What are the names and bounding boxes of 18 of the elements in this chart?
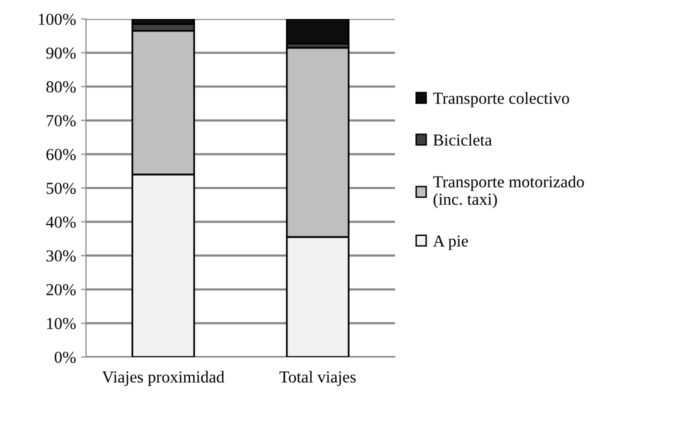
y-tick-label: 70%	[46, 115, 76, 126]
y-tick-label: 50%	[46, 182, 76, 194]
y-tick-label: 100%	[38, 14, 76, 25]
y-tick-label: 20%	[46, 284, 76, 296]
y-tick-label: 90%	[46, 48, 76, 59]
legend-label: Transporte motorizado (inc. taxi)	[433, 176, 584, 208]
y-tick-label: 10%	[47, 318, 76, 330]
y-tick-label: 60%	[46, 148, 76, 160]
x-tick-label: Viajes proximidad	[102, 370, 224, 386]
x-tick-label: Total viajes	[280, 370, 356, 386]
legend-label: A pie	[433, 235, 468, 250]
bar	[286, 19, 350, 45]
y-tick-label: 30%	[46, 250, 76, 262]
y-tick-label: 0%	[54, 352, 76, 363]
legend-label: Transporte colectivo	[433, 92, 570, 108]
legend-label: Bicicleta	[433, 134, 492, 146]
y-tick-label: 40%	[46, 216, 76, 228]
y-tick-label: 80%	[46, 81, 76, 93]
